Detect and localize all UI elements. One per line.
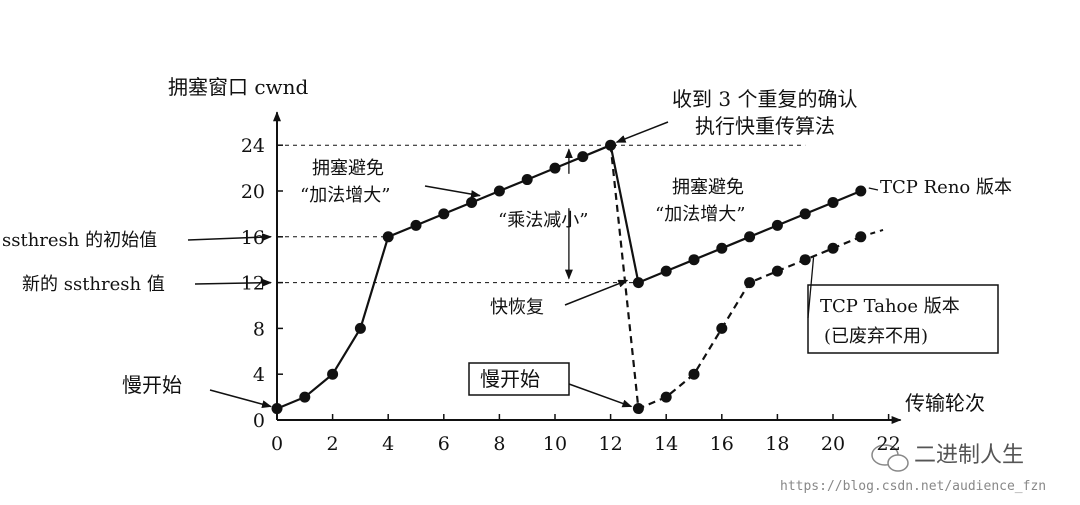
annotation-slow-start-box bbox=[468, 362, 570, 396]
annotation-tahoe-label-2: (已废弃不用) bbox=[824, 326, 928, 347]
data-point bbox=[744, 231, 756, 243]
series-line-tahoe bbox=[609, 145, 862, 411]
y-tick-label: 24 bbox=[241, 135, 265, 157]
annotation-ssthresh-new: 新的 ssthresh 值 bbox=[22, 274, 165, 295]
reno-leader bbox=[868, 187, 879, 191]
x-tick-label: 4 bbox=[382, 433, 394, 455]
slow-start-right-arrow bbox=[568, 383, 633, 408]
data-point bbox=[354, 322, 366, 334]
annotation-ssthresh-initial: ssthresh 的初始值 bbox=[2, 230, 157, 251]
annotation-slow-start-left: 慢开始 bbox=[122, 373, 182, 397]
x-tick-label: 2 bbox=[327, 433, 339, 455]
data-point bbox=[438, 208, 450, 220]
data-point bbox=[410, 219, 422, 231]
annotation-reno-label: TCP Reno 版本 bbox=[880, 177, 1012, 198]
y-tick-label: 0 bbox=[253, 410, 265, 432]
y-tick-label: 4 bbox=[253, 364, 265, 386]
annotation-dup-ack-2: 执行快重传算法 bbox=[695, 114, 835, 138]
ssthresh-new-arrow bbox=[194, 278, 272, 287]
data-point bbox=[716, 242, 728, 254]
tahoe-leader bbox=[807, 257, 815, 319]
data-point bbox=[799, 254, 811, 266]
annotation-congestion-avoid-1: 拥塞避免 bbox=[312, 158, 384, 179]
y-tick-label: 8 bbox=[253, 318, 265, 340]
data-point bbox=[299, 391, 311, 403]
annotation-tahoe-label-1: TCP Tahoe 版本 bbox=[820, 296, 960, 317]
data-point bbox=[771, 265, 783, 277]
x-tick-label: 16 bbox=[710, 433, 734, 455]
annotation-fast-recovery: 快恢复 bbox=[490, 297, 544, 318]
data-point bbox=[521, 174, 533, 186]
annotation-mult-dec: “乘法减小” bbox=[498, 210, 588, 231]
data-point bbox=[577, 151, 589, 163]
data-point bbox=[827, 196, 839, 208]
x-tick-label: 22 bbox=[877, 433, 901, 455]
data-point bbox=[688, 368, 700, 380]
data-point bbox=[827, 242, 839, 254]
slow-start-left-arrow bbox=[209, 389, 272, 409]
data-point bbox=[271, 403, 283, 415]
x-tick-label: 12 bbox=[599, 433, 623, 455]
annotation-additive-inc-1: “加法增大” bbox=[300, 185, 390, 206]
x-tick-label: 8 bbox=[493, 433, 505, 455]
data-point bbox=[632, 277, 644, 289]
watermark-text: 二进制人生 bbox=[914, 443, 1024, 468]
data-point bbox=[632, 403, 644, 415]
data-point bbox=[327, 368, 339, 380]
y-axis-label: 拥塞窗口 cwnd bbox=[168, 75, 309, 99]
watermark-url: https://blog.csdn.net/audience_fzn bbox=[780, 479, 1046, 494]
data-point bbox=[660, 265, 672, 277]
x-tick-label: 0 bbox=[271, 433, 283, 455]
annotation-tahoe-box bbox=[807, 284, 999, 354]
congestion-avoid-arrow bbox=[424, 185, 481, 198]
data-point bbox=[771, 219, 783, 231]
data-point bbox=[744, 277, 756, 289]
annotation-slow-start-right: 慢开始 bbox=[480, 367, 540, 391]
annotation-congestion-avoid-2: 拥塞避免 bbox=[672, 177, 744, 198]
data-point bbox=[660, 391, 672, 403]
series-line-reno bbox=[276, 143, 862, 410]
data-point bbox=[688, 254, 700, 266]
fast-recovery-arrow bbox=[564, 279, 629, 306]
tahoe-continuation bbox=[860, 228, 884, 238]
dup-ack-arrow bbox=[615, 121, 669, 143]
data-point bbox=[799, 208, 811, 220]
wechat-icon bbox=[871, 444, 909, 472]
ssthresh-initial-arrow bbox=[187, 233, 272, 242]
annotation-dup-ack-1: 收到 3 个重复的确认 bbox=[672, 87, 857, 111]
annotation-additive-inc-2: “加法增大” bbox=[655, 204, 745, 225]
y-tick-label: 20 bbox=[241, 181, 265, 203]
x-tick-label: 10 bbox=[543, 433, 567, 455]
data-point bbox=[493, 185, 505, 197]
data-point bbox=[382, 231, 394, 243]
data-point bbox=[466, 196, 478, 208]
data-point bbox=[855, 185, 867, 197]
data-point bbox=[549, 162, 561, 174]
x-axis-label: 传输轮次 bbox=[905, 391, 985, 415]
x-tick-label: 6 bbox=[438, 433, 450, 455]
x-tick-label: 14 bbox=[654, 433, 678, 455]
x-tick-label: 20 bbox=[821, 433, 845, 455]
x-tick-label: 18 bbox=[765, 433, 789, 455]
data-point bbox=[716, 322, 728, 334]
